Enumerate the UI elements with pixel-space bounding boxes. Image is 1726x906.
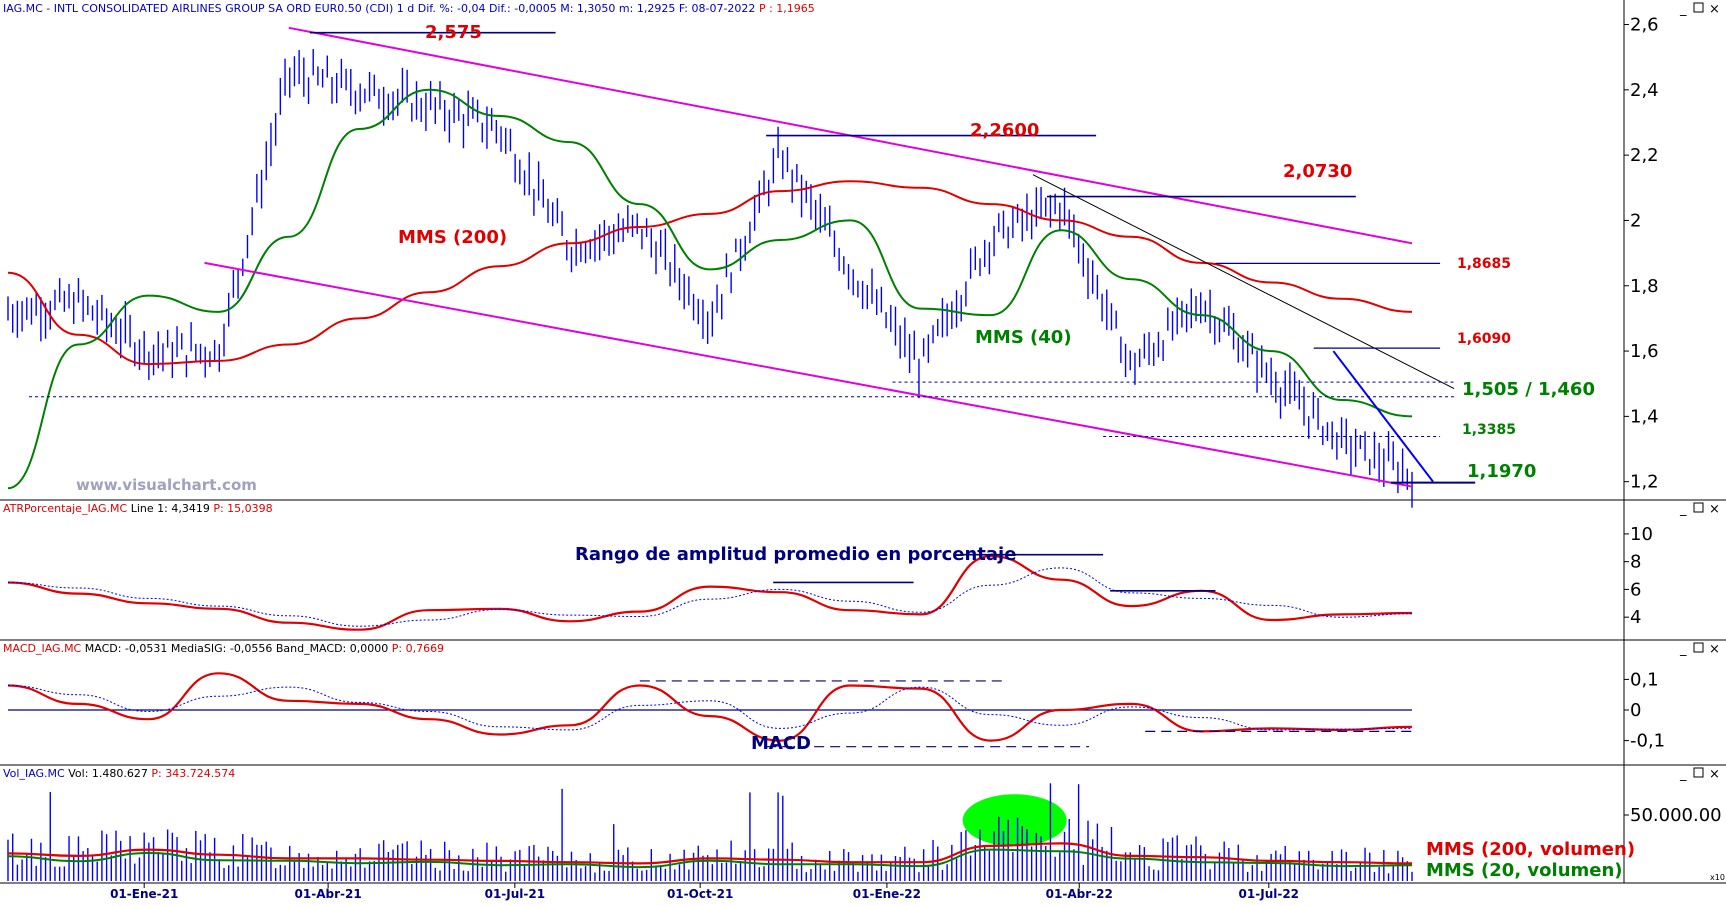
macd-signal-line [7,685,1413,731]
header-date: F: 08-07-2022 [679,2,756,15]
volume-header: Vol_IAG.MC Vol: 1.480.627 P: 343.724.574 [3,767,235,780]
svg-text:×: × [1709,767,1720,782]
price-tick-label: 2 [1630,210,1641,231]
macd-annotation: MACD [751,733,811,754]
volume-mms200-line [7,842,1413,865]
label-level-2260: 2,2600 [970,120,1039,141]
price-bars [7,49,1413,508]
label-high-2575: 2,575 [425,22,482,43]
volume-bars [7,783,1413,881]
volume-highlight-ellipse [962,794,1067,847]
svg-text:_: _ [1679,642,1687,657]
resistance-trend-line [1032,174,1455,390]
mms40-line [7,88,1413,490]
volume-panel [7,783,1413,881]
short-trend-line [1332,350,1434,483]
header-price: P : 1,1965 [759,2,815,15]
price-tick-label: 2,6 [1630,15,1659,36]
atr-line [7,554,1413,631]
atr-tick-label: 8 [1630,552,1641,573]
x-tick-label: 01-Ene-21 [110,887,178,901]
header-symbol: IAG.MC - INTL CONSOLIDATED AIRLINES GROU… [3,2,393,15]
svg-text:_: _ [1679,767,1687,782]
watermark: www.visualchart.com [76,476,257,494]
x-tick-label: 01-Jul-21 [485,887,545,901]
x-tick-label: 01-Oct-21 [667,887,733,901]
macd-tick-label: 0 [1630,700,1641,721]
atr-tick-label: 6 [1630,579,1641,600]
volume-tick-label: 50.000.00 [1630,805,1722,826]
atr-header: ATRPorcentaje_IAG.MC Line 1: 4,3419 P: 1… [3,502,273,515]
atr-tick-label: 4 [1630,607,1641,628]
label-level-1609: 1,6090 [1457,331,1511,347]
atr-signal-line [7,567,1413,627]
price-panel [7,26,1476,508]
header-interval: 1 d [397,2,414,15]
price-tick-label: 2,4 [1630,80,1659,101]
mms200-line [7,180,1413,366]
macd-header: MACD_IAG.MC MACD: -0,0531 MediaSIG: -0,0… [3,642,444,655]
svg-text:IAG.MC - INTL CONSOLIDATED AIR: IAG.MC - INTL CONSOLIDATED AIRLINES GROU… [3,2,815,15]
header-dif: Dif. %: -0,04 [418,2,486,15]
price-tick-label: 2,2 [1630,145,1659,166]
svg-text:_: _ [1679,502,1687,517]
price-tick-label: 1,8 [1630,276,1659,297]
macd-window-controls[interactable]: _ × [1679,642,1720,657]
maximize-icon[interactable] [1693,2,1704,13]
header-max: M: 1,3050 [560,2,615,15]
volume-window-controls[interactable]: _ × [1679,767,1720,782]
label-mms200: MMS (200) [398,227,507,248]
atr-window-controls[interactable]: _ × [1679,502,1720,517]
x-tick-label: 01-Abr-21 [295,887,362,901]
label-level-13385: 1,3385 [1462,422,1516,438]
channel-lower-line [204,261,1413,488]
x-tick-label: 01-Jul-22 [1239,887,1299,901]
price-tick-label: 1,2 [1630,472,1659,493]
axes: 2,6 2,4 2,2 2 1,8 1,6 1,4 1,2 10 8 6 4 0,1 0 -0,1 50.00… [110,15,1722,901]
label-mms40: MMS (40) [975,327,1072,348]
svg-text:×: × [1709,502,1720,517]
atr-tick-label: 10 [1630,524,1653,545]
atr-annotation: Rango de amplitud promedio en porcentaje [575,544,1016,565]
volume-legend-mms200: MMS (200, volumen) [1426,839,1635,860]
price-tick-label: 1,6 [1630,341,1659,362]
label-level-1505-1460: 1,505 / 1,460 [1462,379,1595,400]
macd-line [7,672,1413,742]
label-level-18685: 1,8685 [1457,256,1511,272]
volume-corner-label: x10 [1710,873,1725,882]
minimize-icon[interactable]: _ [1679,2,1687,17]
macd-panel [7,672,1413,748]
atr-panel [7,553,1413,631]
volume-legend-mms20: MMS (20, volumen) [1426,860,1623,881]
x-tick-label: 01-Abr-22 [1046,887,1113,901]
header-min: m: 1,2925 [619,2,675,15]
close-icon[interactable]: × [1709,2,1720,17]
x-tick-label: 01-Ene-22 [853,887,921,901]
svg-text:×: × [1709,642,1720,657]
label-level-2073: 2,0730 [1283,161,1352,182]
macd-tick-label: 0,1 [1630,669,1659,690]
volume-mms20-line [7,848,1413,869]
price-panel-header: IAG.MC - INTL CONSOLIDATED AIRLINES GROU… [0,0,1624,16]
price-window-controls[interactable]: _ × [1679,2,1720,17]
header-dif2: Dif.: -0,0005 [489,2,557,15]
label-level-1197: 1,1970 [1467,461,1536,482]
macd-tick-label: -0,1 [1630,731,1665,752]
price-tick-label: 1,4 [1630,406,1659,427]
